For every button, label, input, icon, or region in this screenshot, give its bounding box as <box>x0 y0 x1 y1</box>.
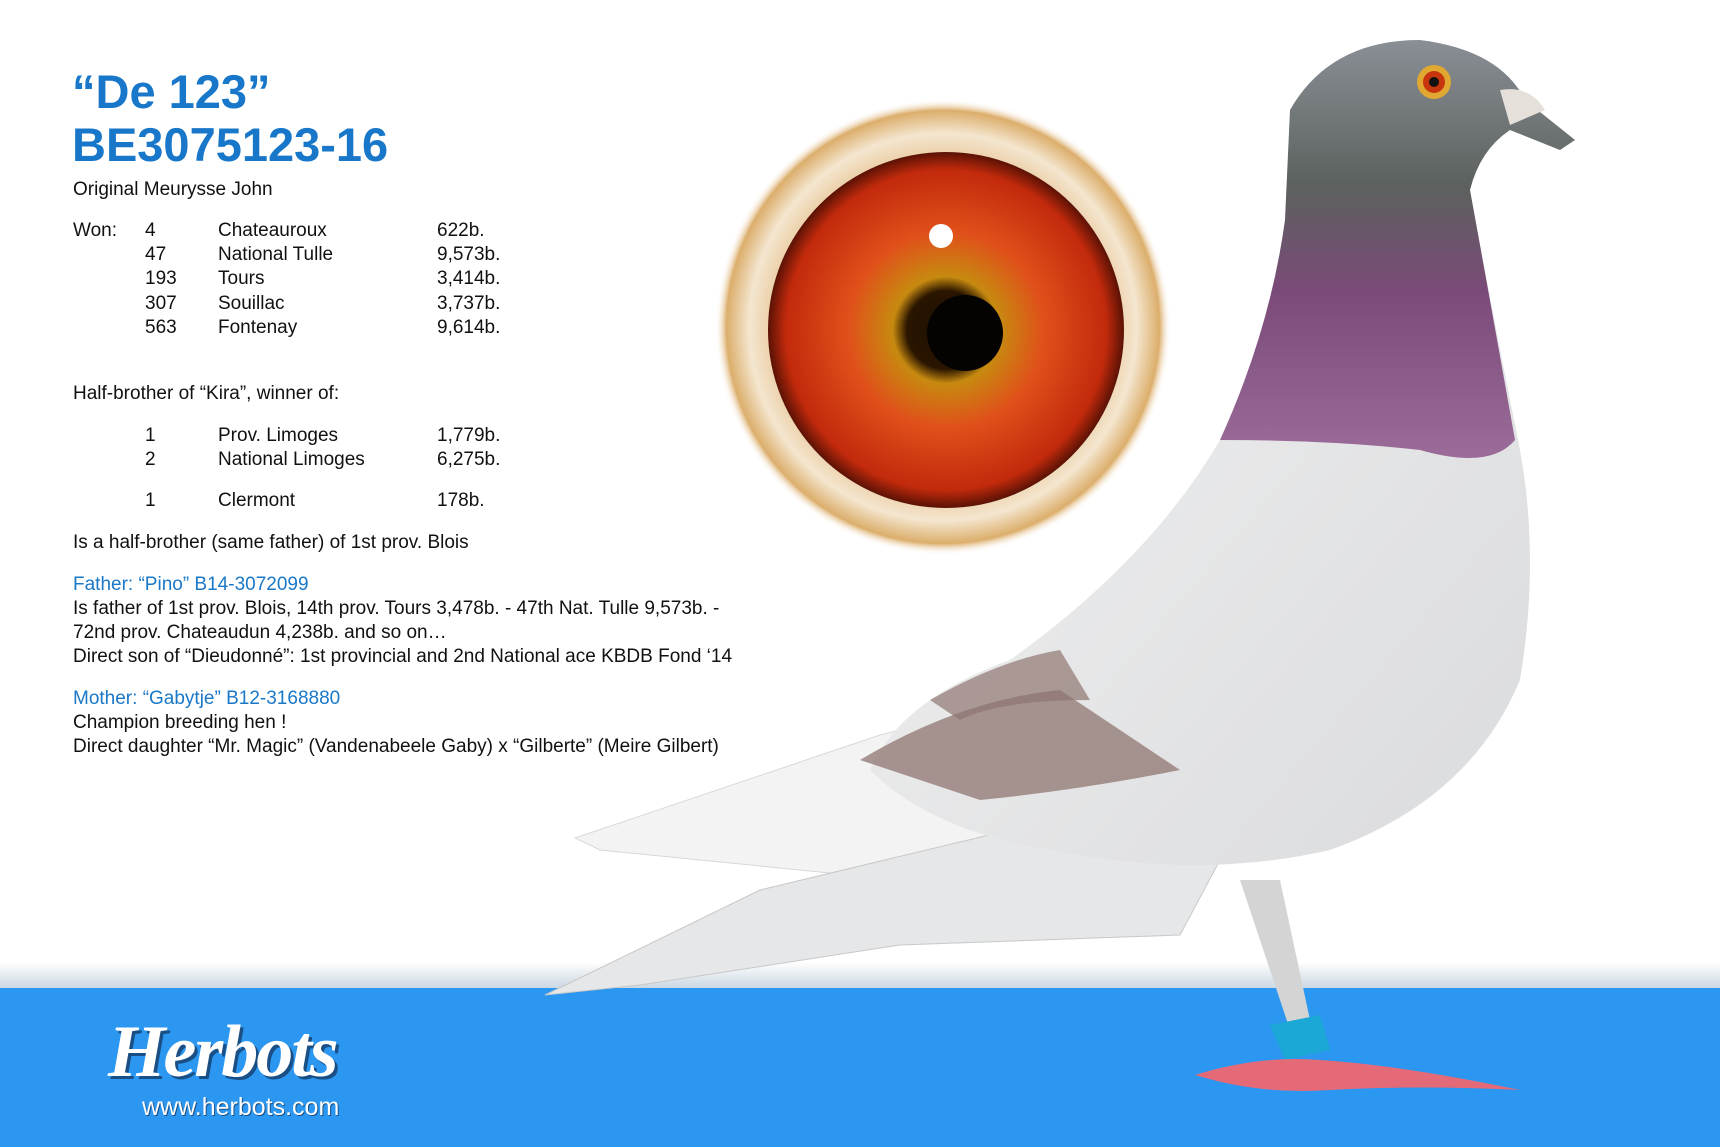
result-place: 1 <box>145 425 156 446</box>
father-line: Is father of 1st prov. Blois, 14th prov.… <box>73 598 720 619</box>
result-race: Chateauroux <box>218 220 327 241</box>
result-place: 1 <box>145 490 156 511</box>
result-birds: 9,573b. <box>437 244 501 265</box>
result-birds: 3,414b. <box>437 268 501 289</box>
blois-note: Is a half-brother (same father) of 1st p… <box>73 532 469 553</box>
pigeon-image <box>544 40 1575 1091</box>
footer-band <box>0 988 1720 1147</box>
result-race: National Limoges <box>218 449 365 470</box>
result-race: Souillac <box>218 293 285 314</box>
father-heading: Father: “Pino” B14-3072099 <box>73 574 309 595</box>
result-place: 4 <box>145 220 156 241</box>
kira-intro: Half-brother of “Kira”, winner of: <box>73 383 340 404</box>
result-race: National Tulle <box>218 244 334 265</box>
result-place: 307 <box>145 293 177 314</box>
father-line: 72nd prov. Chateaudun 4,238b. and so on… <box>73 622 447 643</box>
result-race: Tours <box>218 268 265 289</box>
result-birds: 9,614b. <box>437 317 501 338</box>
mother-heading: Mother: “Gabytje” B12-3168880 <box>73 688 341 709</box>
result-place: 2 <box>145 449 156 470</box>
result-race: Fontenay <box>218 317 298 338</box>
result-race: Clermont <box>218 490 296 511</box>
result-birds: 178b. <box>437 490 485 511</box>
result-race: Prov. Limoges <box>218 425 339 446</box>
result-place: 563 <box>145 317 177 338</box>
result-place: 193 <box>145 268 177 289</box>
mother-line: Champion breeding hen ! <box>73 712 287 733</box>
origin-text: Original Meurysse John <box>73 179 273 200</box>
pigeon-name: “De 123” <box>72 65 271 118</box>
result-birds: 6,275b. <box>437 449 501 470</box>
mother-line: Direct daughter “Mr. Magic” (Vandenabeel… <box>73 736 719 757</box>
result-birds: 3,737b. <box>437 293 501 314</box>
herbots-logo: Herbots <box>108 1011 339 1093</box>
result-birds: 622b. <box>437 220 485 241</box>
result-place: 47 <box>145 244 167 265</box>
band-shadow <box>0 962 1720 989</box>
eye-closeup <box>715 99 1171 555</box>
website-url[interactable]: www.herbots.com <box>142 1093 340 1121</box>
result-birds: 1,779b. <box>437 425 501 446</box>
ring-number: BE3075123-16 <box>72 118 389 171</box>
won-label: Won: <box>73 220 118 241</box>
father-line: Direct son of “Dieudonné”: 1st provincia… <box>73 646 733 667</box>
